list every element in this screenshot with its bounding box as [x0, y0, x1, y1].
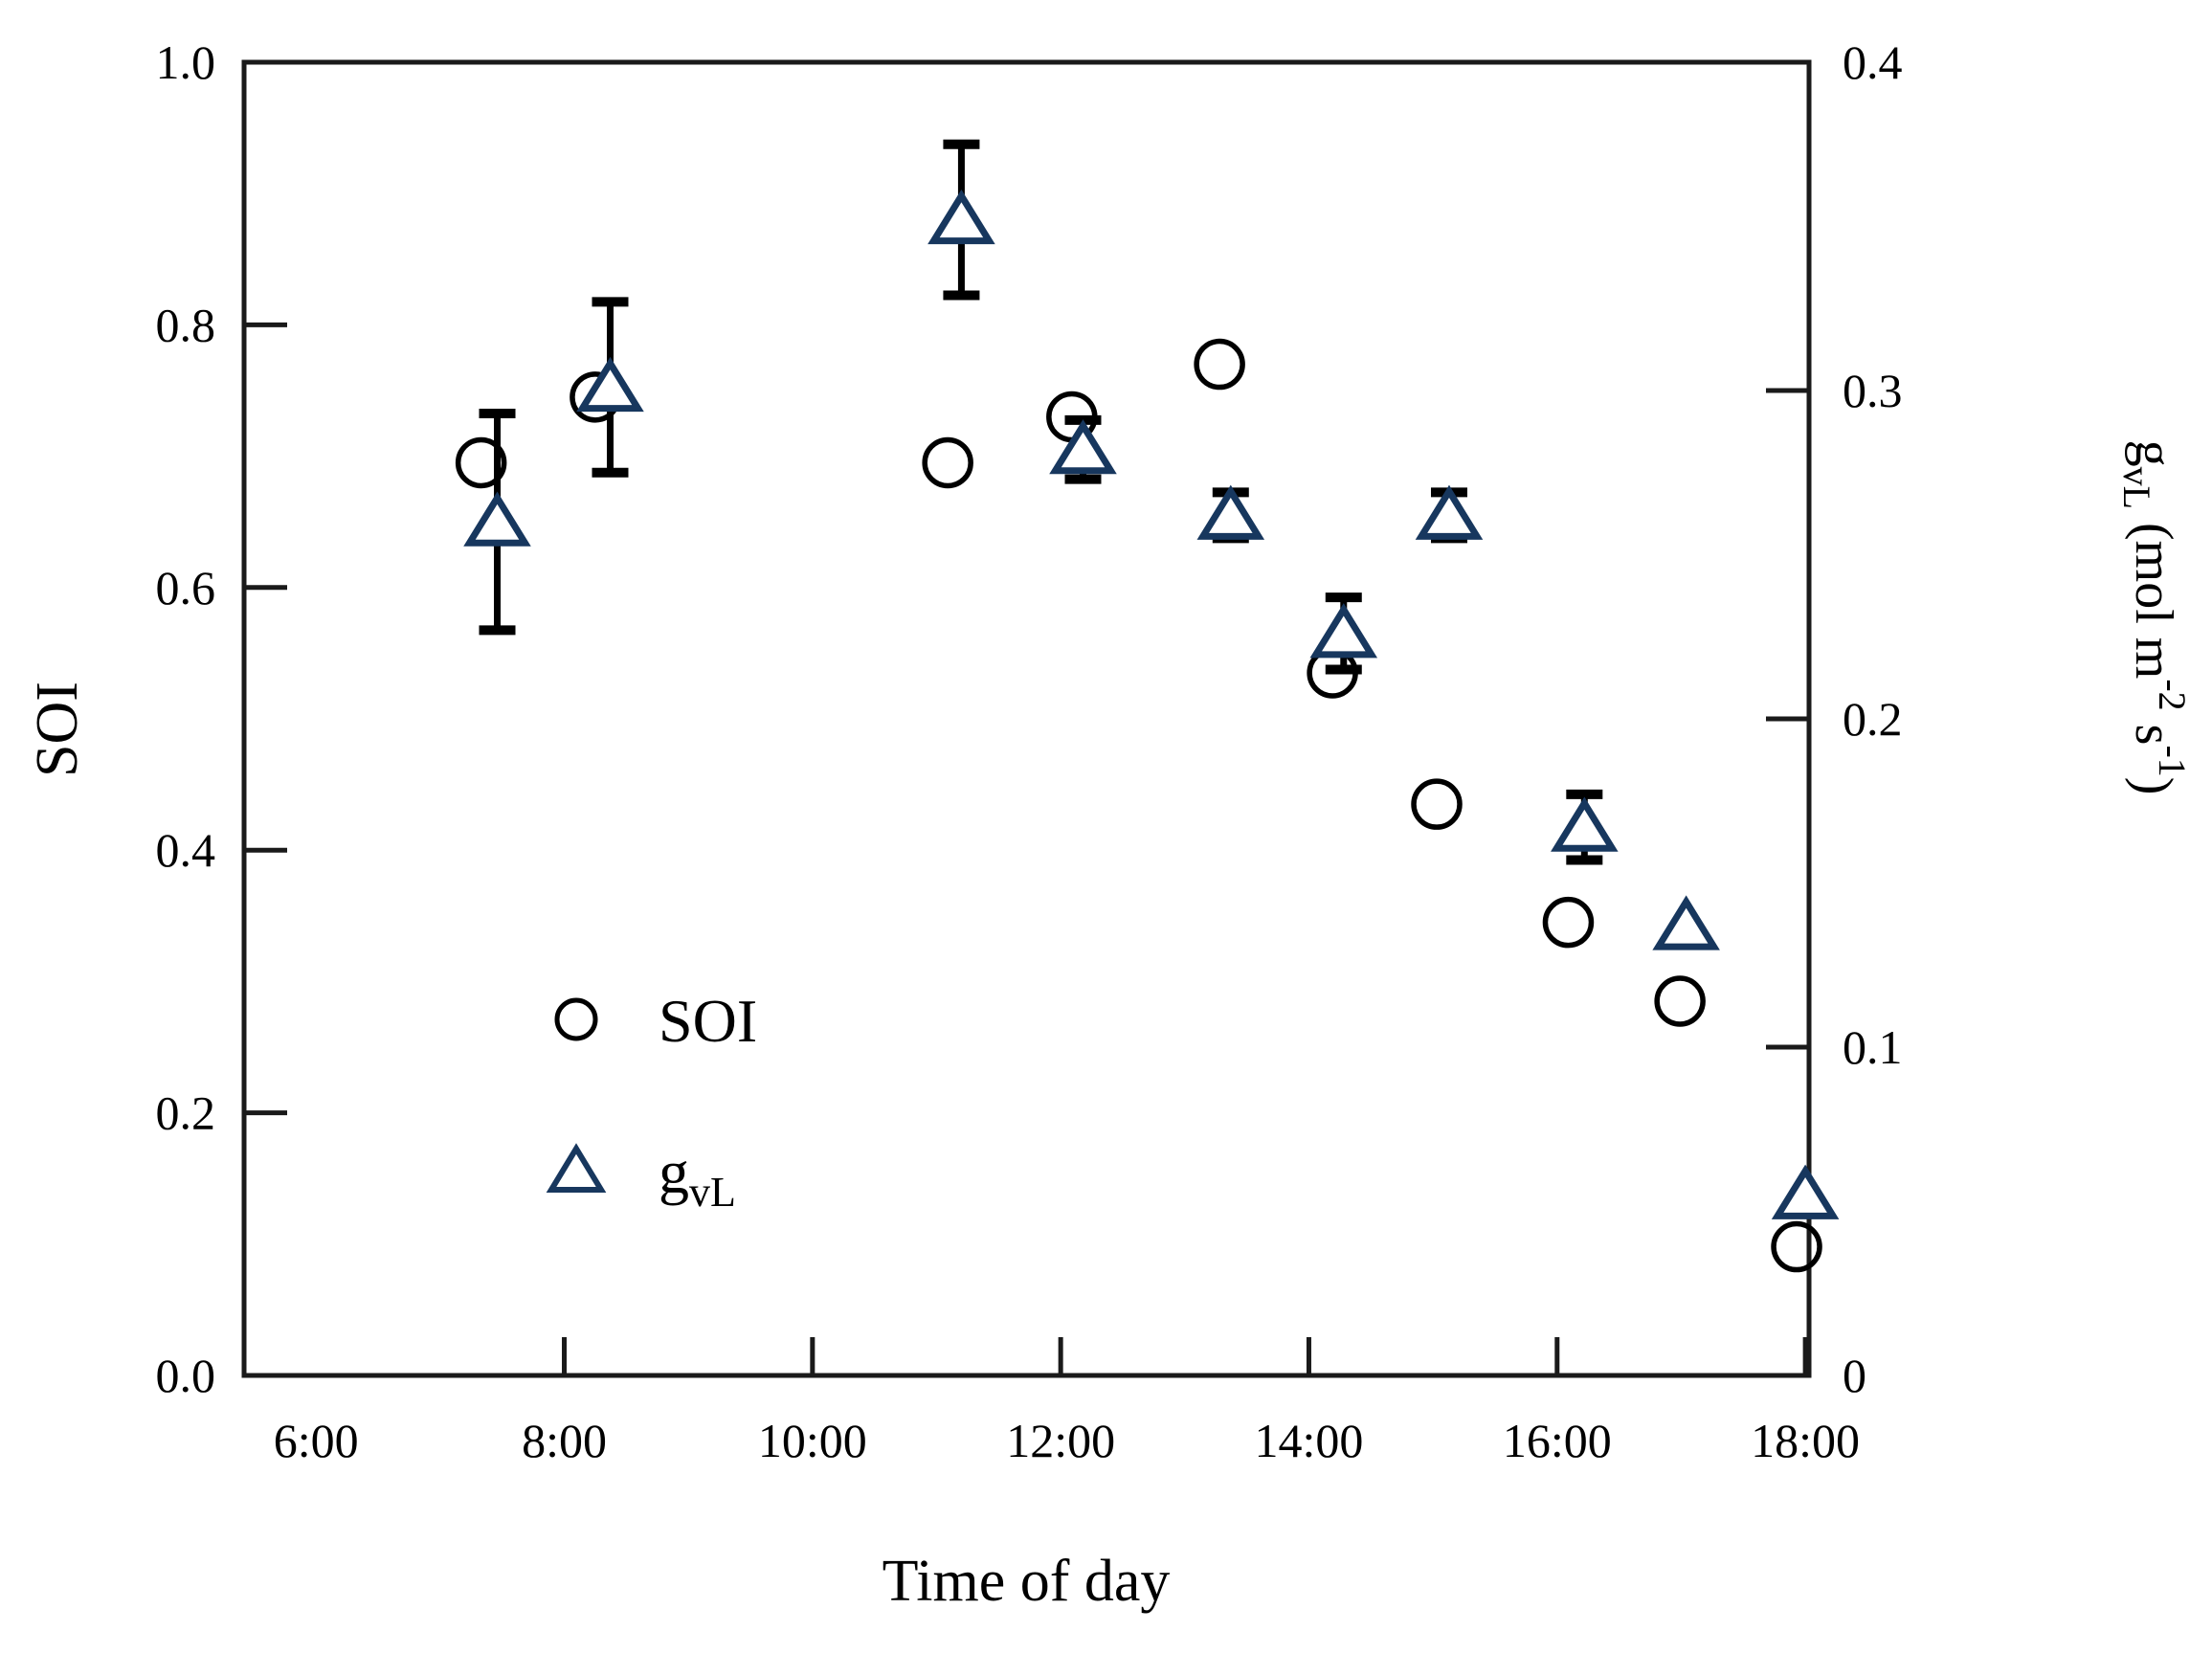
data-point-gvl: [1771, 1164, 1840, 1219]
x-axis-title: Time of day: [883, 1549, 1171, 1614]
legend-triangle-icon: [546, 1143, 607, 1193]
data-point-soi: [1194, 338, 1245, 391]
legend-item-label: gvL: [659, 1138, 736, 1216]
data-point-gvl: [1652, 895, 1720, 950]
y-left-tick-label: 0.6: [156, 561, 216, 615]
x-tick-label: 8:00: [522, 1414, 607, 1467]
legend-item-label: SOI: [659, 987, 757, 1055]
legend-circle-icon: [554, 997, 598, 1041]
y-right-tick-label: 0.2: [1843, 692, 1903, 746]
data-point-gvl: [576, 356, 644, 413]
data-point-soi: [1411, 778, 1463, 830]
right-y-axis-title: gvL (mol m-2 s-1): [2115, 440, 2194, 795]
x-tick-label: 18:00: [1751, 1414, 1860, 1467]
data-point-gvl: [1196, 484, 1265, 540]
plot-border: [241, 59, 1812, 1378]
y-left-tick-label: 1.0: [156, 35, 216, 89]
data-point-gvl: [927, 189, 995, 245]
y-left-tick-label: 0.0: [156, 1349, 216, 1402]
x-tick-label: 6:00: [274, 1414, 359, 1467]
data-point-gvl: [1551, 796, 1619, 852]
x-tick-label: 14:00: [1255, 1414, 1364, 1467]
data-points-layer: [455, 139, 1840, 1273]
x-tick-label: 10:00: [758, 1414, 867, 1467]
x-tick-label: 12:00: [1006, 1414, 1115, 1467]
legend: SOI gvL: [546, 987, 757, 1216]
y-left-tick-label: 0.4: [156, 823, 216, 877]
x-tick-label: 16:00: [1503, 1414, 1612, 1467]
y-right-tick-label: 0.1: [1843, 1020, 1903, 1074]
y-left-tick-label: 0.2: [156, 1086, 216, 1140]
data-point-soi: [1771, 1220, 1822, 1273]
y-right-tick-label: 0.3: [1843, 364, 1903, 417]
data-point-soi: [1654, 975, 1706, 1027]
data-point-gvl: [463, 491, 531, 547]
data-point-soi: [1542, 896, 1595, 949]
data-point-soi: [455, 436, 507, 489]
data-point-soi: [922, 436, 973, 489]
y-right-tick-label: 0: [1843, 1349, 1866, 1402]
data-point-gvl: [1415, 484, 1484, 540]
data-point-gvl: [1309, 603, 1378, 659]
y-left-tick-label: 0.8: [156, 298, 216, 351]
left-y-axis-title: SOI: [25, 682, 90, 777]
data-point-gvl: [1049, 419, 1117, 475]
axes-frame: 6:00 8:00 10:00 12:00 14:00 16:00 18:00 1.0 0.8 0…: [156, 35, 1903, 1467]
y-right-tick-label: 0.4: [1843, 35, 1903, 89]
